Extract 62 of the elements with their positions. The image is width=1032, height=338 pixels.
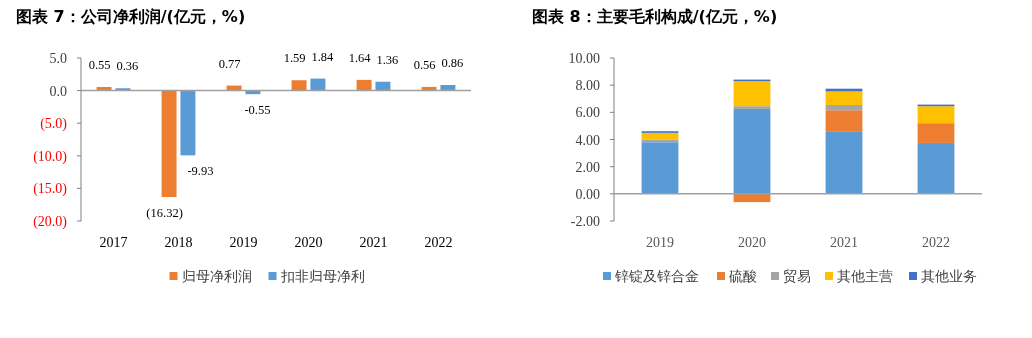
y-tick-label: (20.0) [33, 214, 68, 230]
bar [733, 106, 771, 109]
legend-label: 锌锭及锌合金 [614, 269, 699, 284]
data-label: -9.93 [187, 164, 214, 179]
bar [917, 106, 955, 124]
y-tick-label: (5.0) [40, 116, 68, 133]
x-tick-label: 2018 [164, 235, 193, 250]
legend-label: 其他主营 [837, 269, 893, 284]
data-label: 1.36 [376, 52, 399, 67]
data-label: 0.77 [218, 56, 241, 71]
legend-label: 贸易 [783, 269, 811, 284]
y-tick-label: -2.00 [570, 214, 600, 229]
x-tick-label: 2021 [830, 235, 858, 250]
x-tick-label: 2017 [99, 235, 128, 250]
bar [825, 131, 863, 194]
chart-title: 图表 7：公司净利润/(亿元，%) [16, 7, 246, 26]
y-tick-label: 5.0 [49, 51, 67, 66]
bar [180, 90, 196, 156]
bar [291, 80, 307, 91]
legend-label: 扣非归母净利 [279, 269, 365, 284]
bar [733, 108, 771, 194]
data-label: 0.86 [441, 55, 464, 70]
x-tick-label: 2020 [738, 235, 766, 250]
legend-label: 硫酸 [729, 269, 757, 284]
bar [161, 90, 177, 198]
bar [733, 81, 771, 107]
data-label: 1.59 [283, 51, 306, 66]
bar [825, 105, 863, 111]
data-label: -0.55 [244, 103, 271, 118]
x-tick-label: 2019 [646, 235, 674, 250]
data-label: 0.55 [88, 58, 111, 73]
bar [825, 91, 863, 105]
bar [375, 81, 391, 91]
legend-label: 归母净利润 [181, 269, 252, 284]
x-tick-label: 2021 [359, 235, 388, 250]
y-tick-label: 6.00 [575, 105, 600, 121]
y-tick-label: 8.00 [575, 78, 600, 94]
data-label: 0.36 [116, 59, 139, 74]
bar [917, 123, 955, 143]
y-tick-label: 2.00 [575, 159, 600, 175]
y-tick-label: 4.00 [575, 132, 600, 148]
bar [825, 110, 863, 132]
data-label: 1.64 [348, 50, 372, 65]
y-tick-label: 0.00 [575, 186, 600, 202]
bar [917, 142, 955, 194]
legend-label: 其他业务 [921, 269, 977, 284]
y-tick-label: 10.00 [568, 51, 600, 66]
y-tick-label: (15.0) [33, 181, 68, 198]
data-label: 1.84 [311, 49, 335, 64]
bar [310, 78, 326, 91]
data-label: (16.32) [146, 206, 183, 221]
x-tick-label: 2022 [424, 235, 453, 250]
data-label: 0.56 [413, 57, 436, 72]
x-tick-label: 2022 [922, 235, 950, 250]
x-tick-label: 2020 [294, 235, 323, 250]
bar [641, 142, 679, 194]
x-tick-label: 2019 [229, 235, 258, 250]
bar [641, 132, 679, 140]
y-tick-label: 0.0 [49, 83, 67, 99]
y-tick-label: (10.0) [33, 148, 68, 165]
chart-title: 图表 8：主要毛利构成/(亿元，%) [532, 7, 778, 26]
bar [356, 79, 372, 91]
